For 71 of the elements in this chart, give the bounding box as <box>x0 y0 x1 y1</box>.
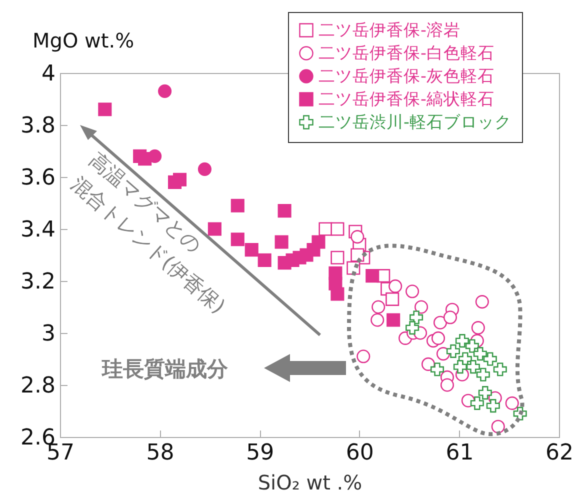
point <box>372 300 386 314</box>
y-tick-label: 4 <box>42 62 56 86</box>
point <box>208 222 222 236</box>
legend-label: 二ツ岳渋川-軽石ブロック <box>318 112 512 132</box>
y-tick-label: 3.8 <box>20 114 56 138</box>
point <box>244 243 258 257</box>
point <box>406 284 420 298</box>
legend-label: 二ツ岳伊香保-白色軽石 <box>318 43 494 62</box>
point <box>475 295 489 309</box>
point <box>274 235 288 249</box>
point <box>443 310 457 324</box>
point <box>486 399 500 413</box>
point <box>278 204 292 218</box>
y-tick-label: 3.6 <box>20 166 56 190</box>
point <box>98 102 112 116</box>
point <box>230 198 244 212</box>
point <box>476 368 490 382</box>
y-axis-title: MgO wt.% <box>32 28 134 52</box>
x-axis-title: SiO₂ wt .% <box>258 470 362 494</box>
legend-label: 二ツ岳伊香保-縞状軽石 <box>318 89 494 108</box>
point <box>466 360 480 374</box>
point <box>421 357 436 371</box>
y-tick-label: 3 <box>42 322 56 346</box>
point <box>138 152 152 166</box>
x-tick-label: 62 <box>546 440 574 466</box>
point <box>431 331 446 345</box>
point <box>410 310 424 324</box>
point <box>505 396 519 410</box>
point <box>370 313 384 327</box>
point <box>172 172 187 186</box>
point <box>446 344 460 358</box>
point <box>440 378 454 392</box>
point <box>455 334 469 348</box>
point <box>330 287 344 301</box>
point <box>465 339 479 353</box>
point <box>471 321 485 335</box>
point <box>350 230 364 244</box>
legend-label: 二ツ岳伊香保-溶岩 <box>318 20 460 40</box>
point <box>473 347 487 361</box>
point <box>330 222 344 236</box>
y-tick-label: 2.8 <box>20 374 56 398</box>
annotation: 珪長質端成分 <box>101 357 229 381</box>
point <box>493 362 507 376</box>
y-tick-label: 3.2 <box>20 270 56 294</box>
point <box>356 350 370 364</box>
point <box>388 279 402 293</box>
x-tick-label: 58 <box>146 440 174 466</box>
point <box>470 396 484 410</box>
point <box>258 253 272 267</box>
x-tick-label: 59 <box>246 440 274 466</box>
point <box>386 313 400 327</box>
point <box>478 386 492 400</box>
point <box>330 250 344 264</box>
point <box>491 420 505 434</box>
point <box>366 269 380 283</box>
y-tick-label: 3.4 <box>20 218 56 242</box>
point <box>198 162 212 176</box>
point <box>350 248 364 262</box>
point <box>430 362 444 376</box>
point <box>386 292 400 306</box>
point <box>414 300 428 314</box>
point <box>158 84 172 98</box>
x-tick-label: 61 <box>446 440 474 466</box>
legend-label: 二ツ岳伊香保-灰色軽石 <box>318 66 494 86</box>
point <box>312 235 326 249</box>
point <box>433 316 448 330</box>
point <box>406 321 420 335</box>
point <box>230 232 244 246</box>
x-tick-label: 60 <box>346 440 374 466</box>
point <box>453 360 467 374</box>
point <box>483 352 497 366</box>
